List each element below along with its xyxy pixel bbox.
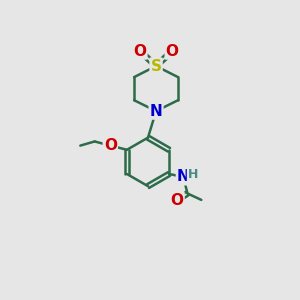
Text: N: N <box>150 103 162 118</box>
Text: S: S <box>151 58 162 74</box>
Text: O: O <box>134 44 146 59</box>
Text: O: O <box>166 44 179 59</box>
Text: N: N <box>177 169 190 184</box>
Text: H: H <box>188 168 198 182</box>
Text: O: O <box>171 193 184 208</box>
Text: O: O <box>104 138 117 153</box>
